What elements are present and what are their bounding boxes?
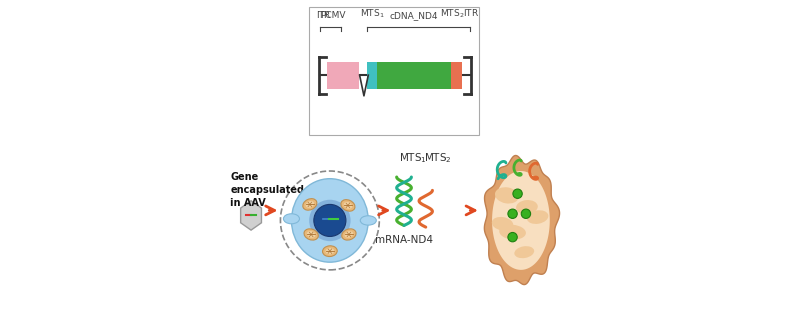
Ellipse shape [325,248,334,255]
Ellipse shape [500,225,526,239]
Ellipse shape [307,231,315,238]
Ellipse shape [344,231,353,238]
Polygon shape [492,171,550,270]
Ellipse shape [515,246,534,258]
Text: MTS$_2$ITR: MTS$_2$ITR [440,8,480,20]
Bar [367,62,377,89]
Circle shape [513,189,522,198]
Text: cDNA_ND4: cDNA_ND4 [389,11,438,20]
FancyBboxPatch shape [309,7,479,135]
Ellipse shape [527,210,548,224]
Circle shape [314,204,346,236]
Ellipse shape [292,179,368,262]
Ellipse shape [360,216,377,225]
Ellipse shape [304,229,318,240]
Ellipse shape [284,214,299,224]
Ellipse shape [342,229,356,240]
Ellipse shape [344,202,352,209]
Circle shape [521,209,530,218]
Bar [327,62,359,89]
Text: mRNA-ND4: mRNA-ND4 [375,235,433,245]
Text: MTS$_1$: MTS$_1$ [359,8,385,20]
Circle shape [508,209,517,218]
Ellipse shape [322,246,337,257]
Text: ITR: ITR [317,11,331,20]
Circle shape [309,200,351,241]
Text: MTS$_1$: MTS$_1$ [399,152,427,165]
Polygon shape [240,201,262,230]
Bar [377,62,451,89]
Ellipse shape [492,217,513,230]
Ellipse shape [306,201,314,208]
Ellipse shape [341,200,355,211]
Ellipse shape [303,199,317,210]
Circle shape [508,232,517,242]
Text: Gene
encapsulated
in AAV: Gene encapsulated in AAV [230,172,304,208]
Bar [451,62,463,89]
Text: PCMV: PCMV [321,11,346,20]
Ellipse shape [495,187,519,203]
Polygon shape [485,156,559,285]
Ellipse shape [516,200,537,214]
Text: MTS$_2$: MTS$_2$ [424,152,452,165]
